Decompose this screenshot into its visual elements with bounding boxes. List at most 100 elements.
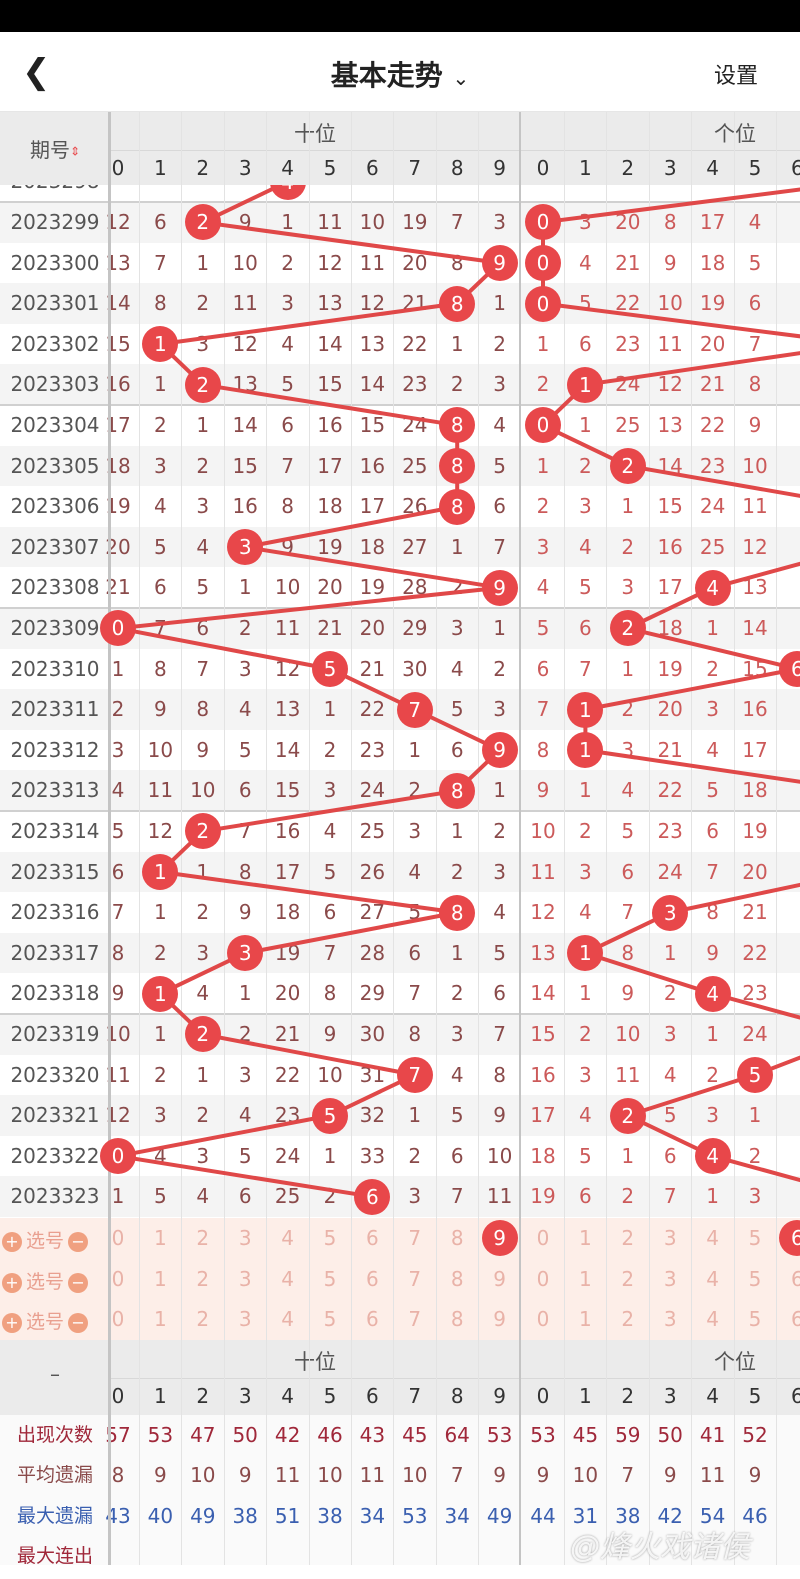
select-digit[interactable]: 1 xyxy=(154,1266,167,1291)
select-digit[interactable]: 5 xyxy=(748,1266,762,1291)
miss-count: 7 xyxy=(493,534,506,559)
select-digit[interactable]: 8 xyxy=(450,1307,464,1332)
select-digit[interactable]: 1 xyxy=(579,1266,592,1291)
select-digit[interactable]: 2 xyxy=(621,1266,635,1291)
select-digit[interactable]: 1 xyxy=(154,1226,167,1250)
miss-count: 6 xyxy=(323,900,337,925)
miss-count: 19 xyxy=(317,534,343,559)
miss-count: 22 xyxy=(615,291,641,316)
select-digit[interactable]: 4 xyxy=(281,1307,294,1332)
miss-count: 7 xyxy=(748,331,762,356)
select-digit[interactable]: 6 xyxy=(791,1307,800,1332)
miss-count: 5 xyxy=(238,1143,252,1168)
plus-circle-icon[interactable]: + xyxy=(2,1313,22,1334)
hit-ball: 1 xyxy=(567,691,604,728)
miss-count: 6 xyxy=(408,940,422,965)
table-header: 十位 个位 0 1 2 3 4 5 6 7 8 9 0 1 2 3 4 5 6 期号⇕ xyxy=(0,112,800,185)
select-digit[interactable]: 1 xyxy=(579,1307,592,1332)
cell-divider xyxy=(393,1340,395,1415)
trend-line xyxy=(542,187,800,225)
select-digit[interactable]: 3 xyxy=(663,1266,677,1291)
trend-line xyxy=(117,1154,373,1199)
miss-count: 12 xyxy=(147,819,174,843)
status-bar xyxy=(0,0,800,32)
select-digit[interactable]: 6 xyxy=(366,1266,379,1291)
digit-header: 6 xyxy=(366,1384,379,1408)
select-digit[interactable]: 5 xyxy=(323,1307,337,1332)
select-digit[interactable]: 0 xyxy=(111,1307,125,1332)
select-digit[interactable]: 6 xyxy=(366,1226,379,1250)
miss-count: 2 xyxy=(579,1022,592,1046)
select-digit[interactable]: 4 xyxy=(281,1226,294,1250)
miss-count: 3 xyxy=(238,656,252,681)
stat-value: 44 xyxy=(530,1503,556,1528)
select-digit[interactable]: 4 xyxy=(706,1266,719,1291)
selected-digit[interactable]: 9 xyxy=(481,1220,518,1256)
plus-circle-icon[interactable]: + xyxy=(2,1272,22,1293)
select-digit[interactable]: 1 xyxy=(579,1226,592,1250)
select-digit[interactable]: 3 xyxy=(663,1226,677,1250)
select-digit[interactable]: 0 xyxy=(536,1226,550,1250)
miss-count: 8 xyxy=(154,656,167,681)
select-digit[interactable]: 3 xyxy=(238,1226,252,1250)
minus-circle-icon[interactable]: − xyxy=(68,1313,89,1334)
miss-count: 3 xyxy=(536,534,550,559)
select-digit[interactable]: 4 xyxy=(281,1266,294,1291)
page-title-dropdown[interactable]: 基本走势 ⌄ xyxy=(0,54,800,94)
select-digit[interactable]: 2 xyxy=(621,1226,635,1250)
period-sort-header[interactable]: 期号⇕ xyxy=(0,134,110,163)
select-digit[interactable]: 5 xyxy=(748,1307,762,1332)
cell-divider xyxy=(181,1218,183,1340)
select-digit[interactable]: 2 xyxy=(196,1226,210,1250)
select-digit[interactable]: 6 xyxy=(791,1266,800,1291)
stat-value: 38 xyxy=(615,1503,641,1528)
select-digit[interactable]: 4 xyxy=(706,1307,719,1332)
minus-circle-icon[interactable]: − xyxy=(68,1232,89,1252)
select-digit[interactable]: 3 xyxy=(663,1307,677,1332)
settings-button[interactable]: 设置 xyxy=(713,64,758,89)
select-digit[interactable]: 0 xyxy=(536,1307,550,1332)
select-digit[interactable]: 0 xyxy=(111,1266,125,1291)
selected-digit[interactable]: 6 xyxy=(779,1220,800,1256)
miss-count: 2 xyxy=(706,656,719,681)
select-digit[interactable]: 0 xyxy=(536,1266,550,1291)
select-digit[interactable]: 8 xyxy=(450,1226,464,1250)
select-digit[interactable]: 0 xyxy=(111,1226,125,1250)
select-digit[interactable]: 5 xyxy=(748,1226,762,1250)
select-digit[interactable]: 2 xyxy=(196,1266,210,1291)
select-digit[interactable]: 7 xyxy=(408,1266,422,1291)
select-digit[interactable]: 2 xyxy=(196,1307,210,1332)
miss-count: 5 xyxy=(450,1103,464,1128)
chevron-left-icon[interactable]: ❮ xyxy=(22,52,51,92)
select-digit[interactable]: 5 xyxy=(323,1266,337,1291)
select-digit[interactable]: 4 xyxy=(706,1226,719,1250)
group-label-ge: 个位 xyxy=(714,122,756,146)
select-digit[interactable]: 1 xyxy=(154,1307,167,1332)
select-digit[interactable]: 7 xyxy=(408,1226,422,1250)
cell-divider xyxy=(223,185,225,1218)
select-digit[interactable]: 2 xyxy=(621,1307,635,1332)
plus-circle-icon[interactable]: + xyxy=(2,1232,22,1252)
miss-count: 4 xyxy=(450,656,464,681)
miss-count: 2 xyxy=(706,1062,719,1087)
select-digit[interactable]: 8 xyxy=(450,1266,464,1291)
select-digit[interactable]: 6 xyxy=(366,1307,379,1332)
miss-count: 11 xyxy=(657,331,683,356)
stat-label: 平均遗漏 xyxy=(16,1464,93,1487)
miss-count: 6 xyxy=(154,575,167,600)
group-divider xyxy=(519,185,521,1218)
select-digit[interactable]: 3 xyxy=(238,1266,252,1291)
select-digit[interactable]: 9 xyxy=(493,1307,506,1332)
select-digit[interactable]: 9 xyxy=(493,1266,506,1291)
miss-count: 2 xyxy=(196,900,210,925)
select-digit[interactable]: 3 xyxy=(238,1307,252,1332)
miss-count: 3 xyxy=(111,737,125,762)
minus-circle-icon[interactable]: − xyxy=(68,1272,89,1293)
period-cell: 2023322 xyxy=(10,1143,100,1168)
digit-header: 0 xyxy=(111,1384,125,1408)
select-digit[interactable]: 7 xyxy=(408,1307,422,1332)
miss-count: 4 xyxy=(408,859,422,884)
select-digit[interactable]: 5 xyxy=(323,1226,337,1250)
stat-value: 11 xyxy=(359,1463,386,1488)
miss-count: 5 xyxy=(450,697,464,722)
